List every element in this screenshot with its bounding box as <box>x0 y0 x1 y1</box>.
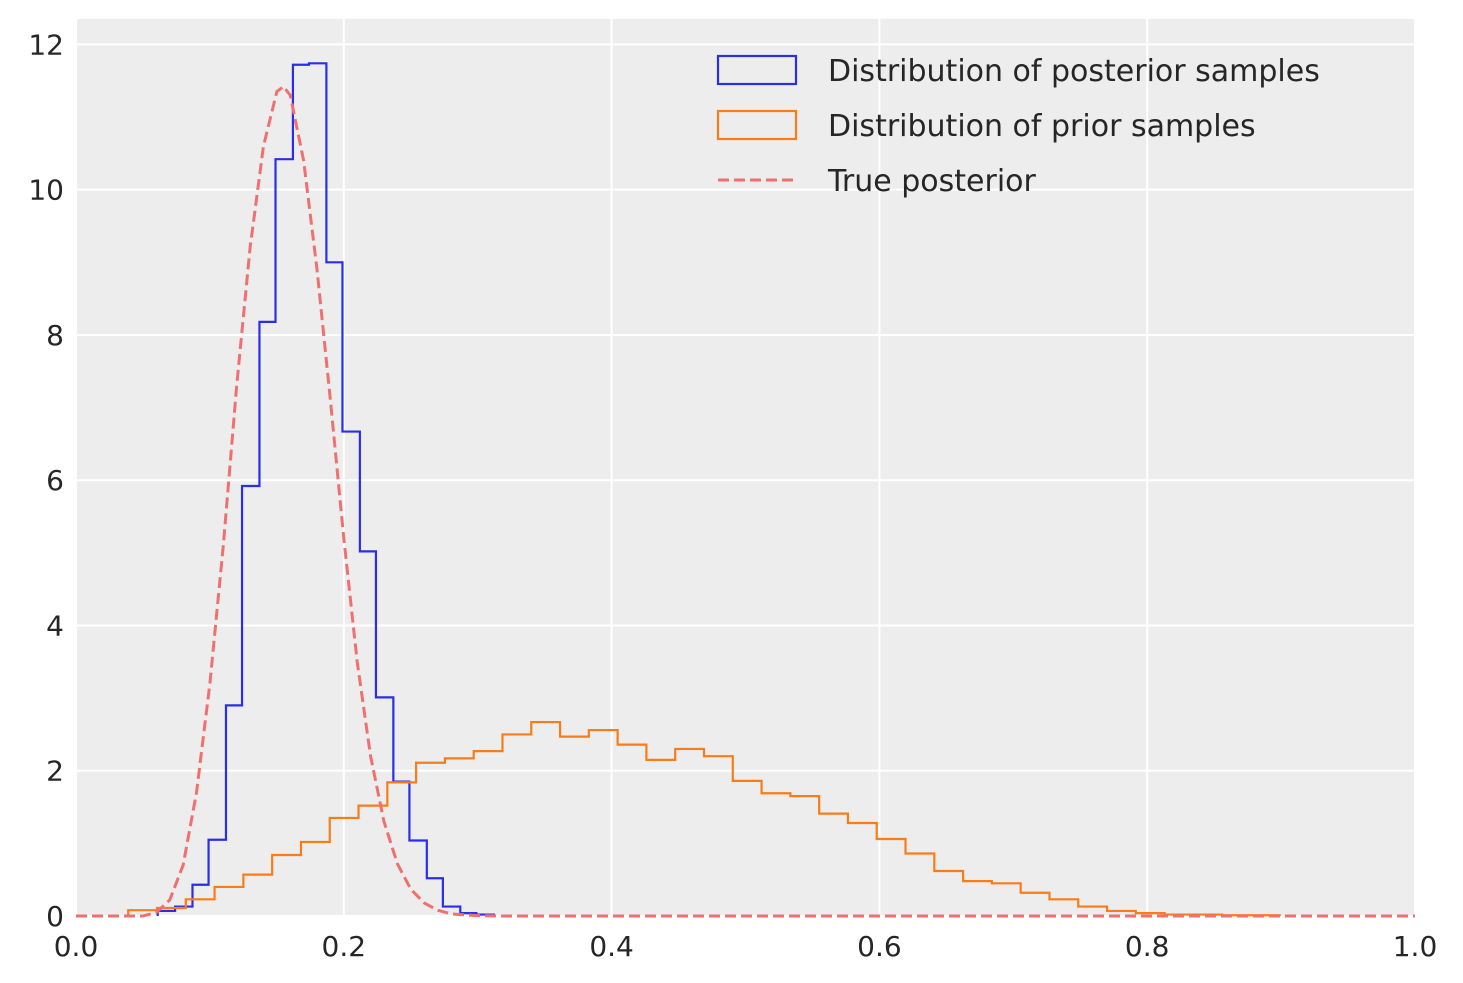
y-tick-label: 12 <box>28 28 64 61</box>
legend-label: Distribution of prior samples <box>828 109 1256 144</box>
x-tick-label: 0.2 <box>322 930 367 963</box>
y-tick-label: 4 <box>46 609 64 642</box>
legend-swatch <box>716 109 798 141</box>
y-tick-label: 8 <box>46 319 64 352</box>
y-tick-label: 6 <box>46 464 64 497</box>
x-tick-label: 0.0 <box>54 930 99 963</box>
x-tick-label: 0.4 <box>589 930 634 963</box>
y-tick-label: 2 <box>46 755 64 788</box>
y-tick-label: 0 <box>46 900 64 933</box>
series-2-density-line <box>76 84 1415 918</box>
legend-swatch <box>716 54 798 86</box>
grid-lines <box>75 19 1416 917</box>
legend-label: Distribution of posterior samples <box>828 54 1320 89</box>
series-1-histogram-outline <box>127 720 1281 917</box>
legend-label: True posterior <box>827 164 1037 199</box>
y-tick-label: 10 <box>28 174 64 207</box>
series-0-histogram-outline <box>156 62 495 916</box>
y-axis-ticks: 0 2 4 6 8 10 12 <box>28 28 64 933</box>
plot-background <box>76 19 1415 916</box>
x-axis-ticks: 0.0 0.2 0.4 0.6 0.8 1.0 <box>54 930 1438 963</box>
x-tick-label: 1.0 <box>1393 930 1438 963</box>
x-tick-label: 0.6 <box>857 930 902 963</box>
x-tick-label: 0.8 <box>1125 930 1170 963</box>
legend: Distribution of posterior samples Distrib… <box>716 54 1320 199</box>
series-layer <box>76 62 1415 918</box>
